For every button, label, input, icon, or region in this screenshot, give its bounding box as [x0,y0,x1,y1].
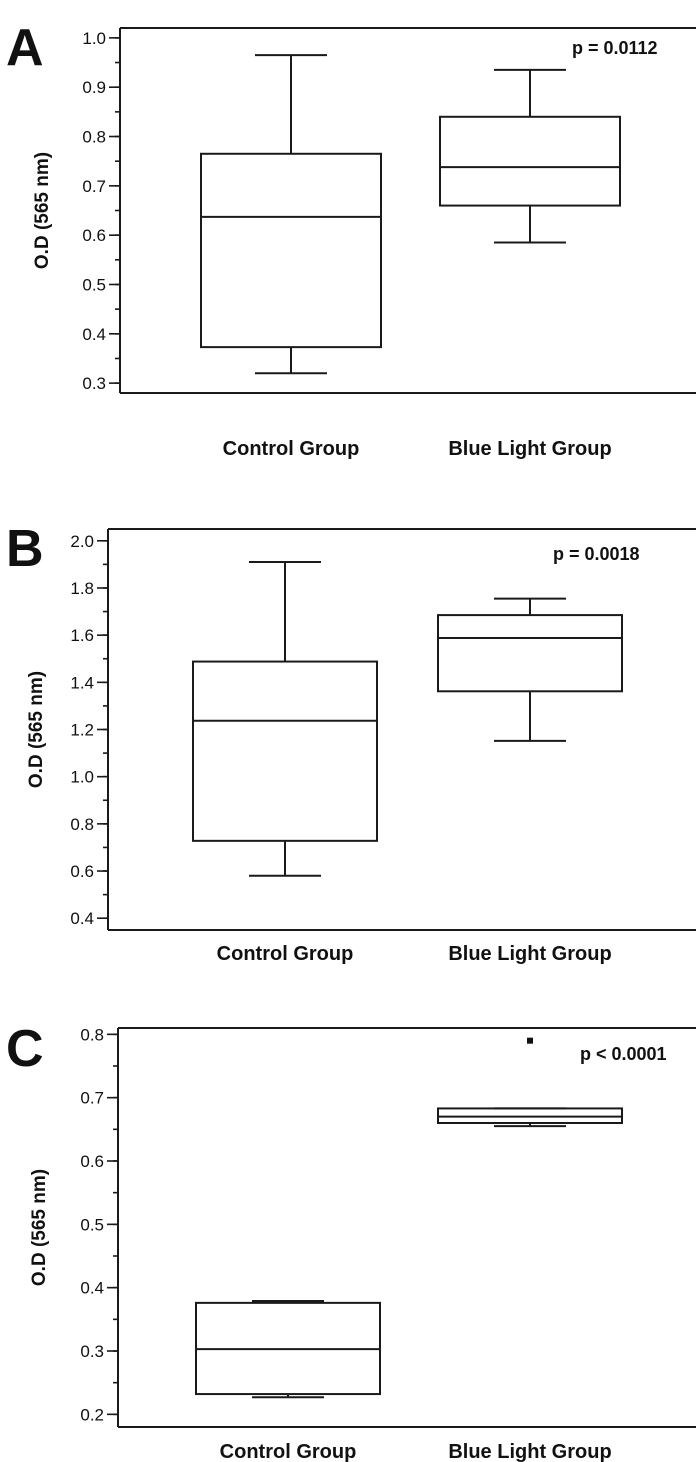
y-tick-label: 2.0 [70,532,94,551]
y-tick-label: 0.3 [82,374,106,393]
y-tick-label: 0.4 [70,909,94,928]
y-tick-label: 1.0 [82,29,106,48]
panel-label: A [6,19,44,77]
y-tick-label: 1.2 [70,721,94,740]
y-tick-label: 1.6 [70,626,94,645]
y-tick-label: 0.9 [82,78,106,97]
y-tick-label: 0.6 [82,226,106,245]
x-category-label: Blue Light Group [448,943,611,965]
panel-label: B [6,520,44,578]
y-tick-label: 0.8 [82,128,106,147]
y-tick-label: 0.5 [82,275,106,294]
y-axis-title: O.D (565 nm) [26,671,47,788]
y-tick-label: 1.8 [70,579,94,598]
x-category-label: Blue Light Group [448,438,611,460]
y-tick-label: 0.7 [82,177,106,196]
y-tick-label: 0.3 [80,1342,104,1361]
panel-label: C [6,1020,44,1078]
y-axis-title: O.D (565 nm) [32,152,53,269]
y-tick-label: 0.8 [80,1025,104,1044]
y-tick-label: 0.4 [80,1279,104,1298]
box-iqr [192,660,378,842]
y-tick-label: 1.4 [70,673,94,692]
y-tick-label: 0.4 [82,325,106,344]
box-iqr [439,115,621,207]
y-tick-label: 0.6 [70,862,94,881]
box-iqr [437,614,623,693]
x-category-label: Control Group [217,943,354,965]
y-axis-title: O.D (565 nm) [29,1169,50,1286]
y-tick-label: 0.6 [80,1152,104,1171]
x-category-label: Control Group [223,438,360,460]
box-iqr [200,152,382,349]
y-tick-label: 0.5 [80,1215,104,1234]
outlier-point [527,1037,533,1044]
x-category-label: Control Group [220,1441,357,1462]
p-value-annotation: p < 0.0001 [580,1044,667,1064]
y-tick-label: 0.8 [70,815,94,834]
y-tick-label: 0.2 [80,1405,104,1424]
p-value-annotation: p = 0.0018 [553,544,640,564]
x-category-label: Blue Light Group [448,1441,611,1462]
y-tick-label: 1.0 [70,768,94,787]
p-value-annotation: p = 0.0112 [572,38,658,58]
y-tick-label: 0.7 [80,1089,104,1108]
